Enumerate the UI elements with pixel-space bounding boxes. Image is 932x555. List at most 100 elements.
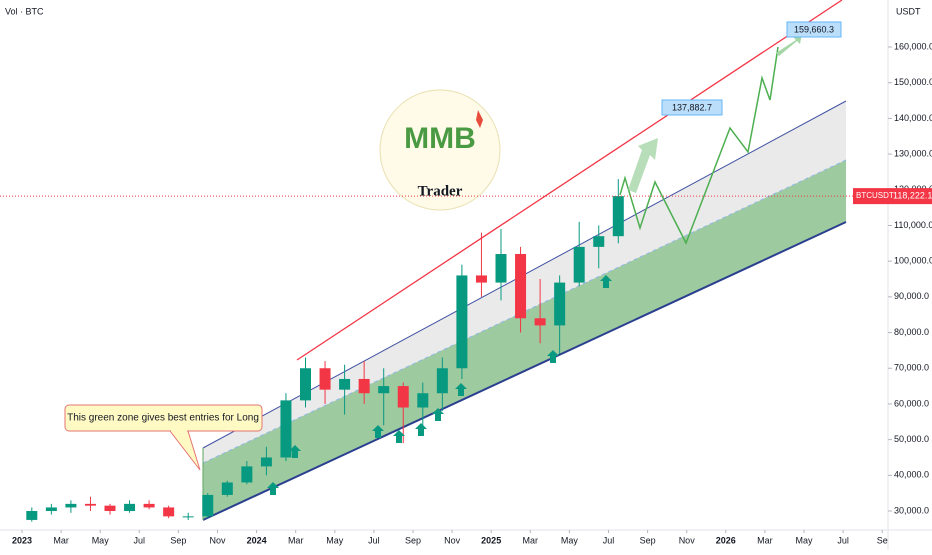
candle-body [300,368,311,401]
candle-body [280,400,292,458]
y-tick-label: 30,000.0 [894,505,929,515]
candle-body [260,457,272,467]
candle-body [163,507,175,517]
x-tick-label: May [795,535,813,545]
candle-body [456,275,468,369]
buy-arrow [415,423,427,436]
x-tick-label: Jul [603,535,615,545]
buy-arrow [547,350,559,363]
candle-body [143,503,155,508]
candle-body [573,246,585,283]
candle-body [358,378,370,394]
target-label-box [786,21,842,38]
x-tick-label: Jul [134,535,146,545]
candle-body [339,378,351,390]
candle-body [554,282,566,326]
x-tick-label: May [561,535,579,545]
y-tick-label: 130,000.0 [894,148,932,158]
x-tick-label: Jul [368,535,380,545]
candle-body [534,318,546,326]
y-tick-label: 160,000.0 [894,41,932,51]
candle-body [202,494,214,517]
buy-arrow [393,430,405,443]
y-tick-label: 150,000.0 [894,77,932,87]
buy-arrow [432,408,444,421]
logo-text: Trader [418,183,463,199]
logo-flame [476,110,483,128]
x-tick-label: 2025 [481,535,501,545]
x-tick-label: Mar [757,535,773,545]
x-tick-label: Sep [640,535,656,545]
x-tick-label: May [326,535,344,545]
target-label: 159,660.3 [794,24,834,34]
candle-body [495,254,507,283]
channel-lower-line [202,221,847,521]
buy-arrows [267,275,612,495]
logo-circle [379,89,501,211]
candle-body [104,505,116,512]
candle-body [26,511,38,520]
x-tick-label: Sep [170,535,186,545]
buy-arrow [372,425,384,438]
buy-arrow [267,482,279,495]
candle-body [397,386,409,408]
candle-body [124,503,136,512]
channel-green-zone [203,160,846,520]
x-tick-label: Sep [405,535,421,545]
callout-box [64,404,263,432]
y-tick-label: 110,000.0 [894,220,932,230]
y-tick-label: 100,000.0 [894,256,932,266]
candle-body [45,507,57,512]
currency-label: USDT [896,6,921,16]
candle-body [319,368,331,390]
y-tick-label: 90,000.0 [894,291,929,301]
candle-body [84,503,96,506]
y-tick-label: 50,000.0 [894,434,929,444]
y-tick-label: 40,000.0 [894,470,929,480]
target-label-box [661,99,723,116]
forecast-arrow [628,138,658,193]
callout-text: This green zone gives best entries for L… [67,413,259,424]
x-tick-label: Nov [444,535,461,545]
candle-body [475,275,487,283]
x-tick-label: May [92,535,110,545]
buy-arrow [600,275,612,288]
price-label-name: BTCUSDT [856,191,894,200]
buy-arrow [289,445,301,458]
buy-arrow [455,383,467,396]
forecast-path [619,46,779,245]
candle-body [221,482,233,495]
x-tick-label: Jul [837,535,849,545]
x-tick-label: Se [877,535,888,545]
y-tick-label: 140,000.0 [894,113,932,123]
y-tick-label: 80,000.0 [894,327,929,337]
candle-body [182,516,194,518]
x-tick-label: 2026 [716,535,736,545]
candle-body [593,236,605,247]
candle-body [515,254,527,319]
candle-body [417,393,429,408]
candle-body [378,386,390,394]
x-tick-label: Mar [523,535,539,545]
x-tick-label: Mar [288,535,304,545]
price-label-box [853,188,932,205]
target-label: 137,882.7 [672,102,712,112]
candle-body [65,503,77,508]
x-tick-label: 2024 [247,535,267,545]
logo-mark: MMB [404,122,476,155]
forecast-arrow [776,33,802,56]
pane-label: Vol · BTC [5,6,44,16]
candle-body [612,196,624,237]
x-tick-label: Nov [209,535,226,545]
candle-body [436,368,448,394]
x-tick-label: Mar [53,535,69,545]
x-tick-label: Nov [679,535,696,545]
y-tick-label: 70,000.0 [894,363,929,373]
y-tick-label: 60,000.0 [894,398,929,408]
price-label-value: 118,222.1 [893,190,932,200]
x-tick-label: 2023 [12,535,32,545]
candle-body [241,466,253,483]
